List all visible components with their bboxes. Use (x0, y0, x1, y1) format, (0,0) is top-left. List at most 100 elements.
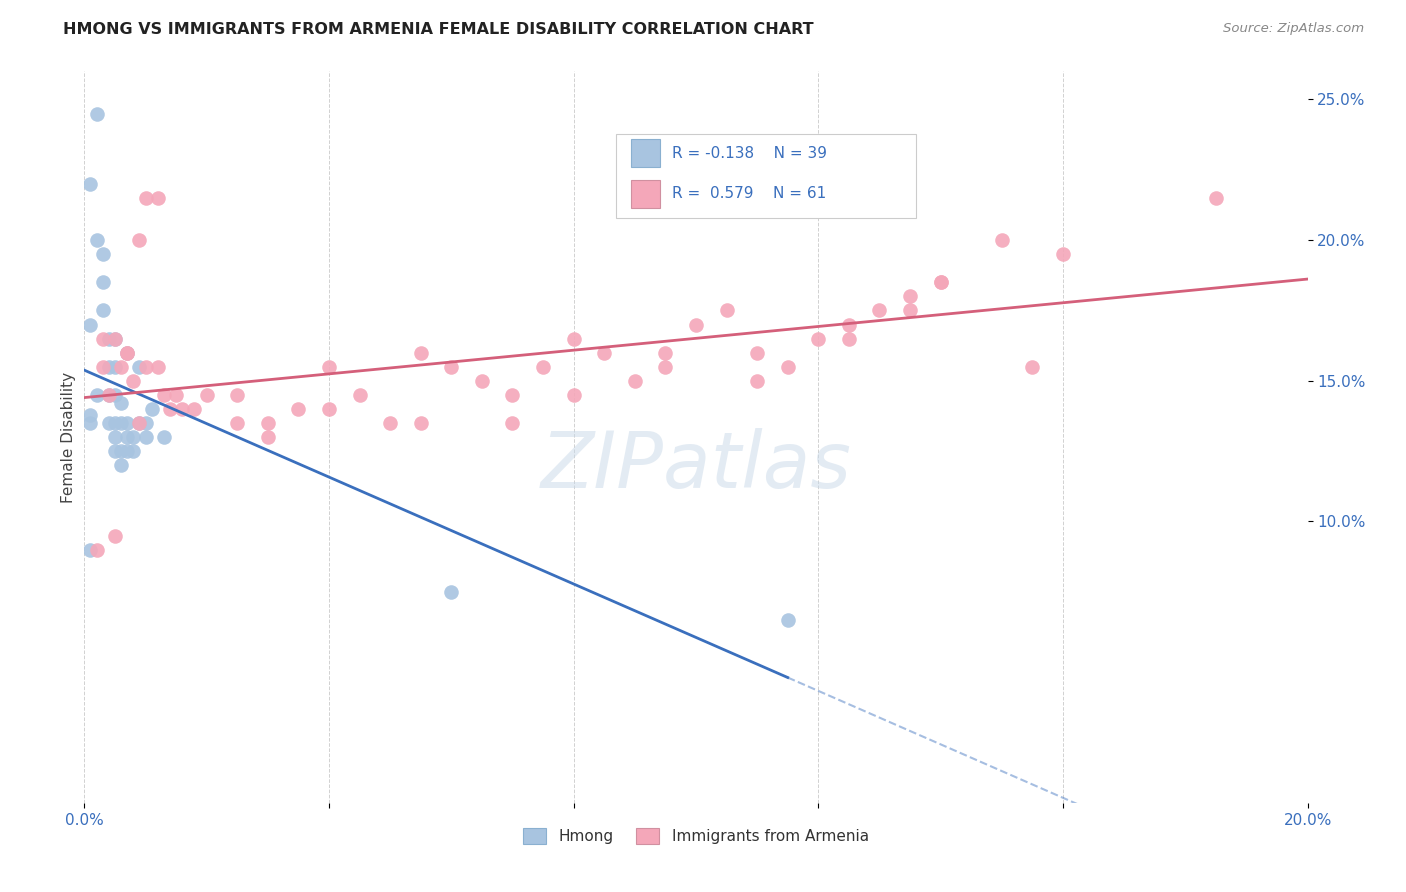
FancyBboxPatch shape (631, 180, 661, 208)
Point (122, 444, 145, 458)
Point (97, 359, 120, 374)
Point (654, 359, 676, 374)
Point (115, 345, 138, 359)
Point (153, 388, 176, 402)
Point (135, 191, 157, 205)
Point (128, 359, 150, 374)
Point (898, 289, 921, 303)
FancyBboxPatch shape (631, 139, 661, 167)
Point (685, 318, 707, 332)
Text: HMONG VS IMMIGRANTS FROM ARMENIA FEMALE DISABILITY CORRELATION CHART: HMONG VS IMMIGRANTS FROM ARMENIA FEMALE … (63, 22, 814, 37)
Point (502, 388, 524, 402)
Point (183, 401, 205, 416)
Point (104, 528, 127, 542)
Point (86, 233, 108, 247)
Point (226, 388, 249, 402)
Point (91, 276, 114, 290)
FancyBboxPatch shape (616, 134, 917, 218)
Point (146, 359, 169, 374)
Point (869, 303, 891, 318)
Point (110, 416, 132, 430)
Point (128, 416, 150, 430)
Point (1021, 359, 1043, 374)
Point (747, 374, 769, 388)
Point (97, 388, 120, 402)
Point (79, 416, 101, 430)
Point (91, 303, 114, 318)
Point (165, 388, 187, 402)
Y-axis label: Female Disability: Female Disability (60, 371, 76, 503)
Point (110, 458, 132, 473)
Text: R =  0.579    N = 61: R = 0.579 N = 61 (672, 186, 827, 202)
Point (776, 359, 799, 374)
Point (146, 191, 169, 205)
Point (128, 416, 150, 430)
Point (929, 276, 952, 290)
Point (531, 359, 554, 374)
Point (172, 401, 194, 416)
Point (86, 106, 108, 120)
Point (135, 359, 157, 374)
Point (747, 345, 769, 359)
Point (97, 388, 120, 402)
Text: Source: ZipAtlas.com: Source: ZipAtlas.com (1223, 22, 1364, 36)
Point (159, 401, 181, 416)
Point (807, 332, 830, 346)
Point (115, 416, 138, 430)
Point (380, 416, 402, 430)
Point (838, 318, 860, 332)
Point (115, 345, 138, 359)
Point (471, 374, 494, 388)
Point (898, 303, 921, 318)
Point (440, 359, 463, 374)
Point (104, 388, 127, 402)
Point (991, 233, 1014, 247)
Point (1052, 247, 1074, 261)
Point (409, 416, 432, 430)
Point (318, 401, 340, 416)
Point (1205, 191, 1227, 205)
Legend: Hmong, Immigrants from Armenia: Hmong, Immigrants from Armenia (517, 822, 875, 850)
Point (257, 416, 280, 430)
Point (624, 374, 647, 388)
Point (349, 388, 371, 402)
Point (562, 332, 585, 346)
Point (929, 276, 952, 290)
Point (104, 444, 127, 458)
Point (104, 430, 127, 444)
Point (104, 332, 127, 346)
Point (115, 444, 138, 458)
Point (122, 430, 145, 444)
Point (91, 332, 114, 346)
Point (135, 430, 157, 444)
Point (502, 416, 524, 430)
Point (104, 332, 127, 346)
Point (141, 401, 163, 416)
Text: ZIPatlas: ZIPatlas (540, 428, 852, 504)
Point (97, 332, 120, 346)
Point (86, 388, 108, 402)
Point (409, 345, 432, 359)
Point (287, 401, 309, 416)
Point (79, 177, 101, 191)
Point (110, 396, 132, 410)
Point (79, 542, 101, 557)
Point (776, 613, 799, 627)
Point (97, 416, 120, 430)
Point (562, 388, 585, 402)
Point (79, 408, 101, 422)
Point (257, 430, 280, 444)
Point (135, 416, 157, 430)
Point (716, 303, 738, 318)
Point (115, 345, 138, 359)
Point (110, 359, 132, 374)
Point (79, 318, 101, 332)
Point (226, 416, 249, 430)
Point (128, 233, 150, 247)
Point (654, 345, 676, 359)
Point (153, 430, 176, 444)
Point (593, 345, 616, 359)
Point (104, 416, 127, 430)
Point (122, 374, 145, 388)
Point (110, 444, 132, 458)
